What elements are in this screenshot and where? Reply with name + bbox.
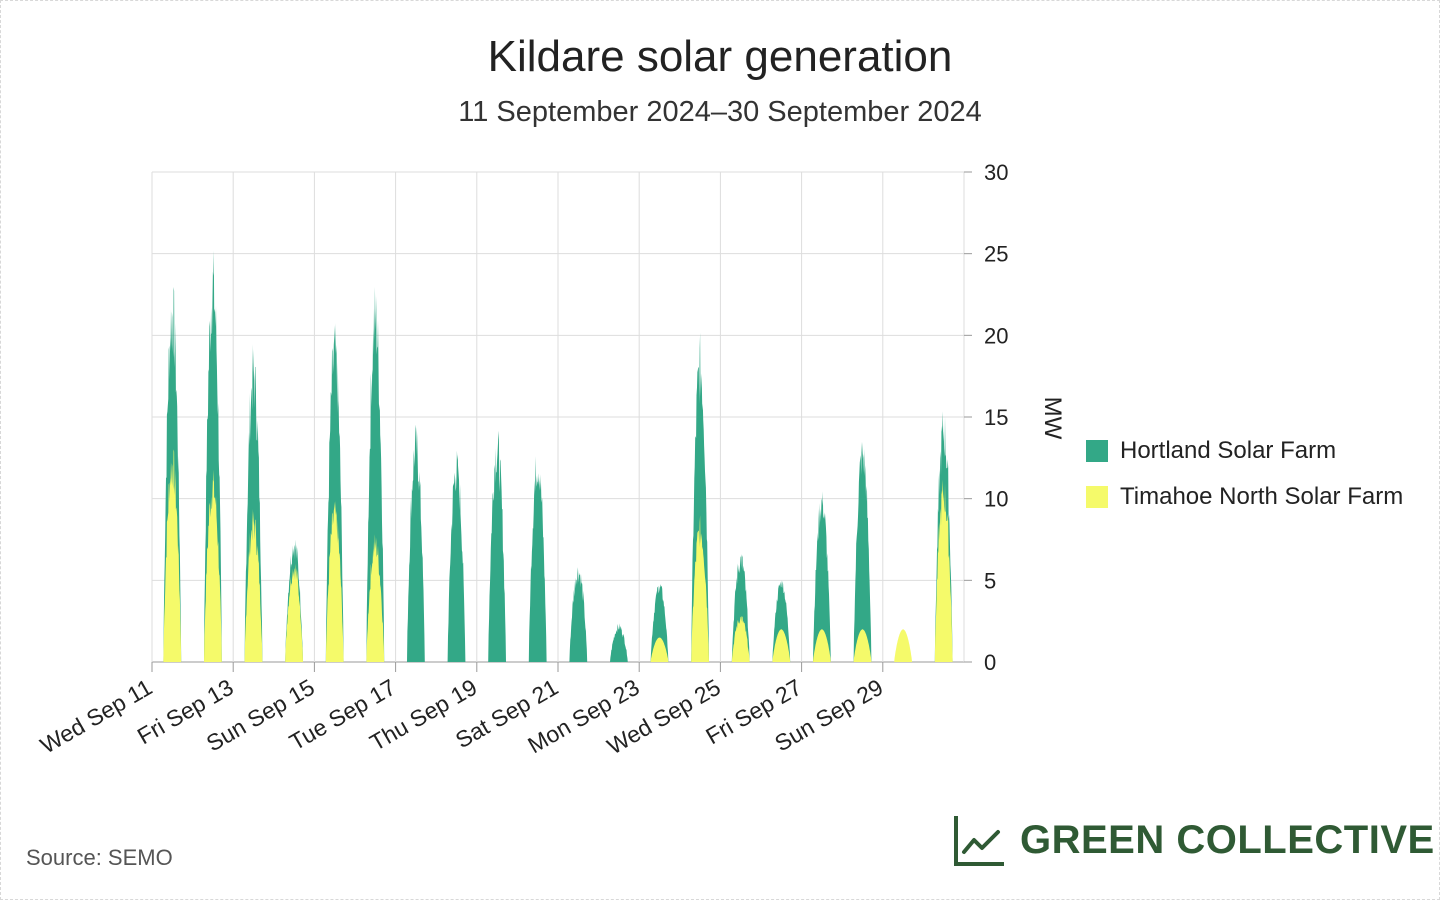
- chart-areas: [163, 250, 953, 662]
- y-tick-label: 0: [984, 650, 996, 675]
- y-tick-label: 20: [984, 323, 1008, 348]
- brand-logo: GREEN COLLECTIVE: [952, 812, 1435, 868]
- legend: Hortland Solar Farm Timahoe North Solar …: [1086, 428, 1403, 520]
- timahoe-area-day: [244, 508, 263, 662]
- legend-swatch-timahoe: [1086, 486, 1108, 508]
- timahoe-area-day: [812, 629, 831, 662]
- timahoe-area-day: [325, 500, 344, 662]
- timahoe-area-day: [853, 629, 872, 662]
- legend-swatch-hortland: [1086, 440, 1108, 462]
- y-tick-label: 5: [984, 568, 996, 593]
- y-axis-label: MW: [1039, 397, 1066, 440]
- legend-item-timahoe[interactable]: Timahoe North Solar Farm: [1086, 474, 1403, 520]
- timahoe-area-day: [366, 534, 385, 662]
- timahoe-area-day: [285, 563, 304, 662]
- timahoe-area-day: [934, 479, 953, 662]
- timahoe-area-day: [894, 629, 913, 662]
- legend-label-hortland: Hortland Solar Farm: [1120, 437, 1337, 464]
- timahoe-area-day: [163, 449, 182, 662]
- hortland-area-day: [447, 450, 466, 662]
- timahoe-area-day: [691, 515, 710, 662]
- x-tick-label: Wed Sep 11: [36, 674, 157, 759]
- hortland-area-day: [650, 584, 669, 662]
- hortland-area-day: [812, 491, 831, 662]
- brand-name: GREEN COLLECTIVE: [1020, 817, 1435, 862]
- hortland-area-day: [609, 623, 628, 662]
- legend-item-hortland[interactable]: Hortland Solar Farm: [1086, 428, 1403, 474]
- chart-grid: [151, 171, 965, 663]
- chart-title: Kildare solar generation: [487, 32, 953, 81]
- legend-label-timahoe: Timahoe North Solar Farm: [1120, 483, 1404, 510]
- hortland-area-day: [488, 430, 507, 662]
- y-tick-label: 30: [984, 160, 1008, 185]
- timahoe-area-day: [650, 637, 669, 662]
- y-tick-label: 25: [984, 242, 1008, 267]
- timahoe-area-day: [203, 469, 222, 662]
- line-chart-icon: [954, 816, 1004, 866]
- timahoe-area-day: [731, 615, 750, 662]
- y-tick-label: 10: [984, 487, 1008, 512]
- timahoe-area-day: [772, 629, 791, 662]
- source-note: Source: SEMO: [26, 845, 173, 870]
- hortland-area-day: [406, 424, 425, 662]
- hortland-area-day: [569, 567, 588, 662]
- chart-subtitle: 11 September 2024–30 September 2024: [458, 96, 982, 128]
- y-tick-label: 15: [984, 405, 1008, 430]
- hortland-area-day: [853, 441, 872, 662]
- hortland-area-day: [528, 456, 547, 662]
